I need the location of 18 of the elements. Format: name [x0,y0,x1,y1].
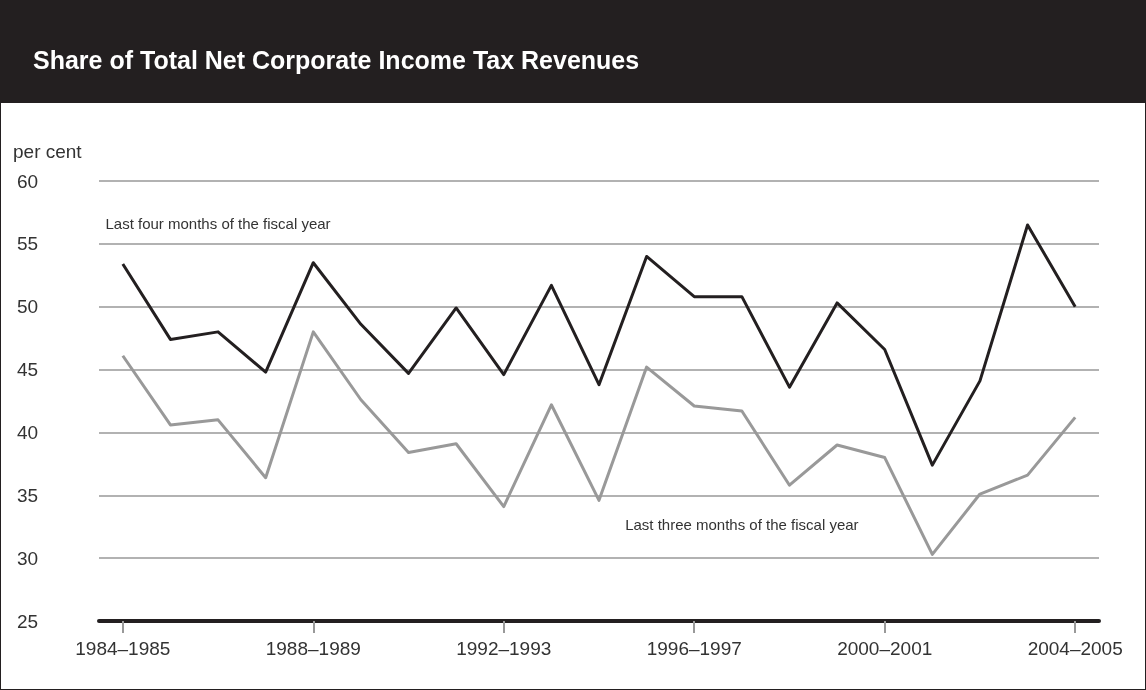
chart-title: Share of Total Net Corporate Income Tax Revenues [1,1,1145,103]
y-tick-label: 55 [17,233,39,255]
y-tick-label: 50 [17,296,39,318]
y-tick-label: 25 [17,610,39,632]
text: Last three months of the fiscal year [625,515,859,533]
y-tick-label: 60 [17,170,39,192]
x-tick-label: 2000–2001 [837,638,933,659]
x-tick-label: 2004–2005 [1027,638,1123,659]
text: Last four months of the fiscal year [105,215,331,233]
y-tick-label: 45 [17,359,39,381]
x-tick-label: 1984–1985 [75,638,171,659]
x-tick-label: 1988–1989 [265,638,361,659]
x-tick-label: 1992–1993 [456,638,552,659]
y-tick-label: 35 [17,484,39,506]
y-tick-label: 30 [17,547,39,569]
y-axis-title: per cent [13,141,83,162]
y-tick-label: 40 [17,421,39,443]
x-tick-label: 1996–1997 [646,638,742,659]
